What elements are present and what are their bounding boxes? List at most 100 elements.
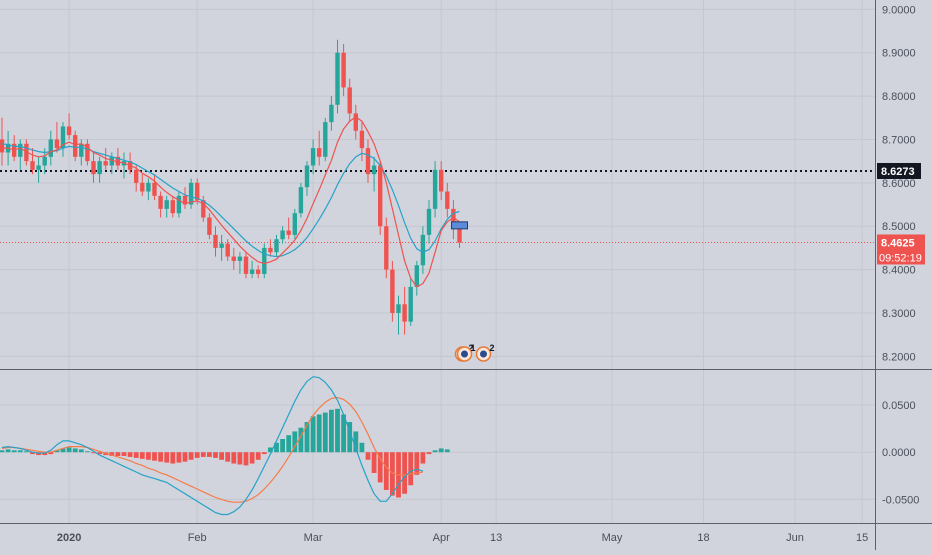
candle-70: [426, 200, 432, 244]
candle-52: [317, 130, 322, 166]
candle-body-13: [79, 143, 84, 157]
candle-4: [24, 139, 29, 166]
candle-body-36: [219, 243, 224, 248]
candle-71: [432, 161, 438, 218]
candle-56: [341, 44, 346, 97]
candle-body-55: [335, 52, 340, 105]
candle-28: [170, 195, 175, 218]
candle-body-73: [445, 191, 450, 209]
time-tick-2: Mar: [304, 532, 323, 544]
time-tick-0: 2020: [57, 532, 81, 544]
macd-bar-63: [383, 452, 389, 490]
candle-body-16: [97, 161, 102, 175]
macd-bar-0: [0, 450, 5, 453]
ma-fast-line: [2, 116, 460, 288]
candle-body-62: [378, 165, 383, 227]
price-tick-4: 8.6000: [882, 178, 916, 190]
candle-40: [243, 252, 249, 279]
candle-73: [445, 182, 450, 218]
macd-bar-32: [194, 452, 200, 458]
macd-bar-55: [335, 408, 340, 453]
candle-5: [30, 148, 35, 175]
candle-body-0: [0, 139, 5, 153]
candle-body-12: [73, 135, 78, 157]
macd-bar-72: [438, 448, 444, 453]
event-badge-count-0: 2: [469, 343, 474, 353]
macd-bar-70: [426, 452, 432, 455]
grid-lines: [0, 0, 875, 523]
candle-body-22: [134, 169, 139, 183]
candle-body-45: [274, 239, 279, 253]
candle-body-18: [109, 156, 114, 166]
candle-55: [335, 39, 340, 114]
candle-35: [213, 226, 218, 257]
candle-body-9: [54, 139, 60, 149]
macd-bar-44: [268, 447, 273, 453]
macd-bar-14: [85, 451, 90, 453]
candle-body-51: [310, 148, 316, 166]
macd-bar-20: [121, 452, 127, 456]
macd-main-line: [1, 376, 424, 516]
candle-41: [249, 260, 255, 279]
macd-bar-52: [316, 414, 322, 453]
macd-bar-46: [280, 439, 285, 453]
candle-51: [310, 139, 316, 175]
candle-45: [274, 234, 279, 257]
time-tick-3: Apr: [433, 532, 450, 544]
candle-body-50: [304, 165, 310, 188]
candle-58: [353, 104, 358, 140]
macd-bar-3: [17, 450, 23, 453]
candle-9: [54, 122, 60, 153]
time-tick-8: 15: [856, 532, 868, 544]
candle-body-71: [432, 169, 438, 209]
candle-59: [359, 122, 365, 162]
macd-bar-64: [390, 452, 395, 496]
macd-bar-56: [341, 414, 346, 453]
macd-bar-59: [359, 442, 365, 453]
candle-body-64: [390, 269, 395, 313]
candle-22: [134, 165, 139, 192]
macd-bar-27: [164, 452, 170, 463]
macd-bar-11: [66, 447, 72, 453]
candle-50: [304, 161, 310, 196]
time-tick-4: 13: [490, 532, 502, 544]
time-tick-5: May: [602, 532, 623, 544]
candle-body-40: [243, 256, 249, 274]
candle-body-52: [317, 148, 322, 157]
candle-body-27: [164, 200, 169, 209]
candle-48: [292, 208, 297, 240]
macd-bar-58: [353, 431, 359, 453]
candle-64: [390, 260, 395, 322]
last-bar-marker: [451, 221, 468, 230]
candle-10: [60, 122, 66, 157]
candle-16: [97, 156, 102, 183]
candle-31: [188, 178, 194, 209]
candle-42: [256, 265, 261, 279]
candle-36: [219, 234, 224, 261]
candle-68: [414, 260, 419, 296]
candle-body-3: [18, 143, 23, 157]
macd-tick-0: 0.0500: [882, 400, 916, 412]
macd-bar-15: [91, 452, 96, 454]
event-badge-2[interactable]: 2: [475, 343, 495, 362]
macd-bar-34: [207, 452, 212, 457]
macd-bar-25: [152, 452, 157, 461]
macd-bar-37: [225, 452, 231, 462]
candle-67: [408, 278, 413, 326]
candle-body-7: [42, 156, 47, 166]
time-tick-1: Feb: [188, 532, 207, 544]
candle-39: [237, 252, 243, 274]
price-tick-8: 8.2000: [882, 351, 916, 363]
candle-65: [396, 295, 401, 335]
candle-body-54: [329, 104, 334, 123]
candle-30: [182, 187, 188, 209]
candle-body-48: [292, 213, 297, 235]
candle-37: [225, 239, 230, 261]
last-price-badge: [877, 234, 925, 265]
candle-49: [298, 182, 304, 218]
macd-bar-62: [377, 452, 383, 483]
macd-bar-21: [127, 452, 133, 457]
event-badge-1[interactable]: 1: [456, 343, 476, 362]
